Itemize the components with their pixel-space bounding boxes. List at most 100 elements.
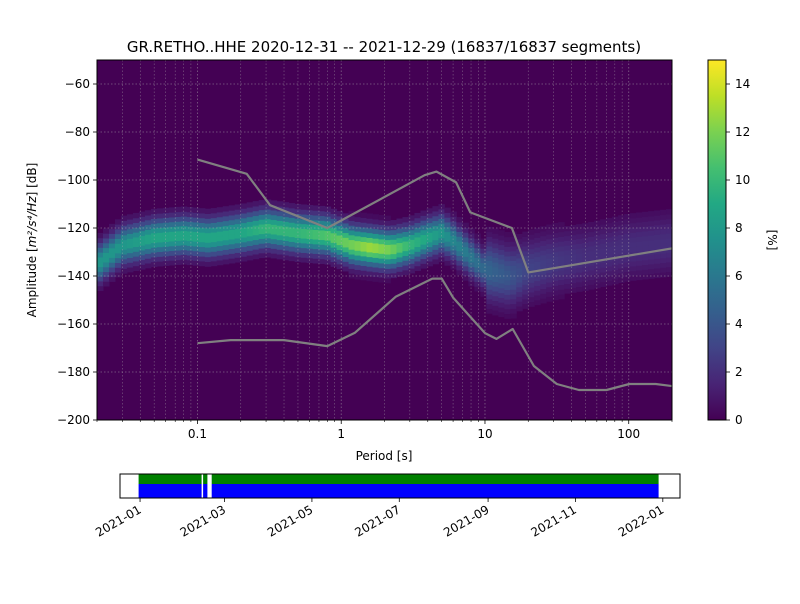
heatmap-cell [516, 253, 523, 259]
heatmap-cell [444, 222, 451, 228]
heatmap-cell [396, 218, 403, 224]
heatmap-cell [462, 270, 469, 276]
heatmap-cell [180, 249, 188, 255]
heatmap-cell [600, 228, 607, 235]
heatmap-cell [180, 206, 188, 212]
heatmap-cell [372, 223, 380, 230]
heatmap-cell [97, 242, 104, 248]
heatmap-cell [522, 231, 529, 237]
heatmap-cell [156, 246, 164, 253]
heatmap-cell [294, 227, 302, 234]
heatmap-cell [264, 247, 272, 253]
heatmap-cell [372, 219, 380, 225]
heatmap-cell [450, 221, 457, 227]
heatmap-cell [462, 261, 469, 267]
heatmap-cell [552, 275, 559, 282]
heatmap-cell [120, 234, 128, 241]
heatmap-cell [402, 269, 409, 276]
heatmap-cell [300, 228, 308, 234]
heatmap-cell [414, 251, 421, 257]
heatmap-cell [498, 254, 505, 260]
heatmap-cell [198, 241, 206, 248]
heatmap-cell [462, 265, 469, 272]
heatmap-cell [210, 236, 218, 243]
heatmap-cell [504, 308, 511, 315]
data-coverage-timeline: 2021-01 2021-03 2021-05 2021-07 2021-09 2021-… [93, 473, 681, 540]
timeline-frame [119, 473, 681, 499]
heatmap-cell [378, 258, 385, 264]
heatmap-cell [318, 258, 326, 265]
heatmap-cell [360, 236, 368, 242]
heatmap-cell [570, 258, 577, 264]
heatmap-cell [366, 232, 374, 238]
heatmap-cell [228, 224, 236, 230]
heatmap-cell [624, 266, 631, 273]
heatmap-cell [276, 230, 284, 236]
heatmap-cell [342, 232, 350, 238]
heatmap-cell [210, 246, 218, 252]
heatmap-cell [648, 220, 655, 227]
heatmap-cell [174, 206, 182, 213]
heatmap-cell [636, 260, 643, 266]
heatmap-cell [312, 210, 320, 216]
heatmap-cell [102, 281, 110, 287]
heatmap-cell [492, 281, 499, 287]
heatmap-cell [492, 271, 499, 278]
heatmap-cell [594, 254, 601, 260]
heatmap-cell [522, 294, 529, 300]
heatmap-cell [504, 279, 511, 286]
heatmap-cell [480, 252, 487, 259]
heatmap-cell [402, 250, 409, 256]
heatmap-cell [378, 229, 385, 235]
heatmap-cell [294, 203, 302, 210]
heatmap-cell [186, 259, 194, 266]
heatmap-cell [624, 242, 631, 249]
heatmap-cell [660, 233, 667, 240]
heatmap-cell [612, 231, 619, 237]
heatmap-cell [204, 213, 212, 219]
heatmap-cell [660, 229, 667, 235]
heatmap-cell [504, 275, 511, 281]
heatmap-cell [282, 250, 290, 256]
heatmap-cell [264, 223, 272, 229]
heatmap-cell [144, 224, 152, 230]
heatmap-cell [336, 230, 344, 236]
heatmap-cell [348, 234, 356, 241]
heatmap-cell [654, 272, 661, 279]
heatmap-cell [534, 247, 541, 253]
heatmap-cell [174, 230, 182, 237]
heatmap-cell [420, 234, 427, 240]
heatmap-cell [408, 234, 415, 240]
heatmap-cell [342, 227, 350, 234]
heatmap-cell [660, 209, 667, 216]
heatmap-cell [97, 276, 104, 282]
heatmap-cell [576, 276, 583, 283]
heatmap-cell [516, 258, 523, 264]
heatmap-cell [558, 274, 565, 281]
heatmap-cell [432, 244, 439, 250]
heatmap-cell [366, 218, 374, 224]
heatmap-cell [642, 240, 649, 246]
heatmap-cell [150, 213, 158, 219]
heatmap-cell [570, 263, 577, 269]
heatmap-cell [450, 216, 457, 222]
heatmap-cell [360, 260, 368, 266]
heatmap-cell [666, 271, 672, 277]
heatmap-cell [498, 278, 505, 284]
heatmap-cell [108, 247, 116, 254]
heatmap-cell [138, 240, 146, 246]
heatmap-cell [642, 264, 649, 270]
heatmap-cell [564, 249, 571, 256]
heatmap-cell [480, 257, 487, 264]
heatmap-cell [138, 221, 146, 227]
heatmap-cell [528, 248, 535, 255]
heatmap-cell [126, 223, 134, 230]
heatmap-cell [342, 256, 350, 262]
heatmap-cell [510, 255, 517, 261]
heatmap-cell [630, 227, 637, 233]
heatmap-cell [234, 218, 242, 225]
heatmap-cell [360, 227, 368, 233]
heatmap-cell [264, 242, 272, 248]
heatmap-cell [354, 255, 362, 261]
heatmap-cell [552, 242, 559, 248]
